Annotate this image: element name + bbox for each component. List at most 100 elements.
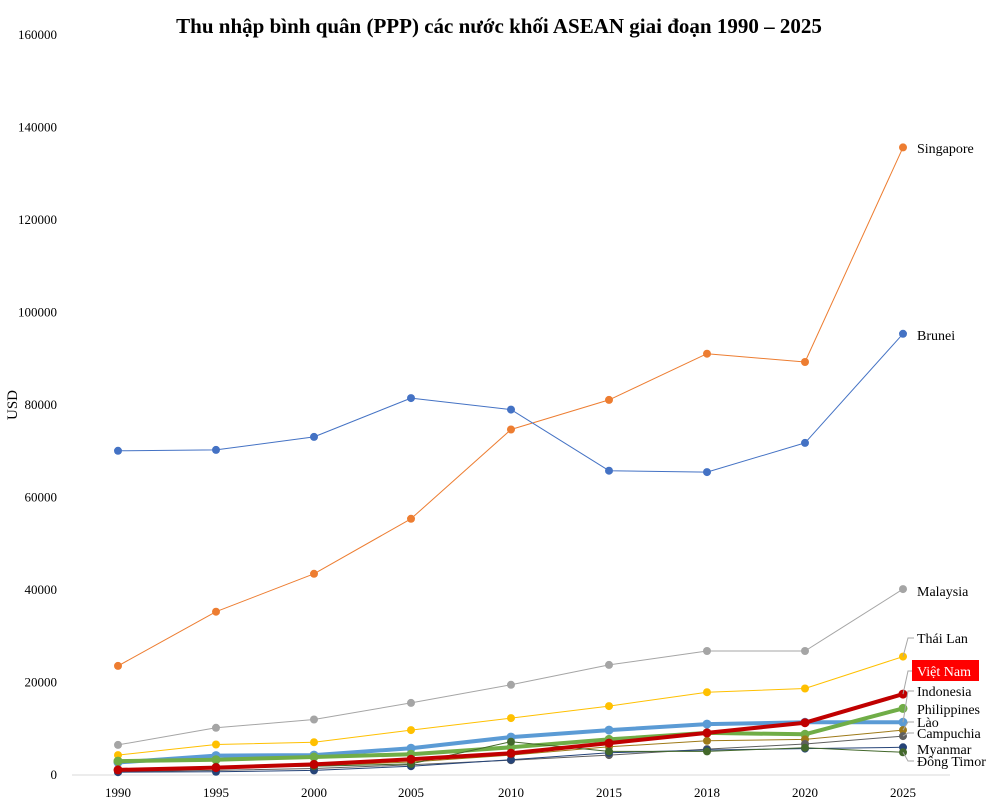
series-5-label: Philippines — [917, 703, 980, 718]
x-tick-label: 2025 — [890, 785, 916, 800]
y-axis-title: USD — [5, 390, 21, 420]
series-4-leader-line — [902, 690, 914, 723]
x-tick-label: 2010 — [498, 785, 524, 800]
series-8-point — [507, 755, 515, 764]
series-4-point — [604, 725, 614, 735]
series-0-point — [899, 143, 907, 152]
y-tick-label: 160000 — [18, 27, 57, 42]
y-tick-label: 40000 — [25, 582, 58, 597]
series-1-group — [114, 329, 907, 477]
series-4-label: Indonesia — [917, 685, 972, 700]
series-9-point — [703, 747, 711, 756]
series-2-point — [703, 647, 711, 655]
series-1-point — [212, 445, 220, 454]
y-tick-labels: 0 20000 40000 60000 80000 100000 120000 140000 1… — [18, 27, 57, 782]
series-0-point — [703, 349, 711, 358]
series-10-point — [604, 738, 614, 748]
series-1-point — [703, 468, 711, 477]
series-2-point — [899, 585, 907, 594]
series-5-point — [113, 756, 123, 766]
series-6-point — [703, 736, 711, 745]
x-tick-label: 1990 — [105, 785, 131, 800]
series-2-point — [114, 740, 122, 749]
x-tick-label: 2015 — [596, 785, 622, 800]
series-2-group — [114, 585, 907, 749]
y-tick-label: 0 — [51, 767, 58, 782]
series-10-point — [113, 765, 123, 775]
series-2-point — [212, 723, 220, 732]
series-3-point — [507, 714, 515, 723]
series-1-point — [310, 432, 318, 441]
series-1-point — [407, 394, 415, 403]
x-tick-label: 2005 — [398, 785, 424, 800]
series-9-point — [507, 737, 515, 746]
series-7-label: Campuchia — [917, 727, 982, 742]
series-1-point — [801, 438, 809, 447]
series-10-point — [406, 754, 416, 764]
series-8-label: Myanmar — [917, 743, 972, 758]
series-3-point — [703, 688, 711, 697]
series-9-label: Đông Timor — [917, 755, 986, 770]
series-10-label-background — [912, 660, 979, 681]
y-tick-label: 100000 — [18, 305, 57, 320]
y-tick-label: 80000 — [25, 397, 58, 412]
series-10-label: Việt Nam — [917, 665, 971, 680]
x-tick-labels: 1990 1995 2000 2005 2010 2015 2018 2020 2025 — [105, 785, 916, 800]
series-1-point — [605, 466, 613, 475]
series-9-point — [801, 743, 809, 752]
x-tick-label: 2018 — [694, 785, 720, 800]
y-tick-label: 60000 — [25, 490, 58, 505]
series-1-point — [899, 329, 907, 338]
series-2-point — [507, 680, 515, 689]
y-tick-label: 20000 — [25, 675, 58, 690]
series-1-label: Brunei — [917, 329, 955, 344]
series-0-point — [212, 607, 220, 616]
series-3-label: Thái Lan — [917, 632, 968, 647]
series-1-point — [507, 405, 515, 414]
series-6-leader-line — [902, 721, 914, 731]
series-7-leader-line — [902, 732, 914, 737]
series-2-point — [605, 660, 613, 669]
series-4-point — [702, 719, 712, 729]
series-9-leader-line — [902, 752, 914, 762]
series-0-label: Singapore — [917, 142, 974, 157]
series-labels: Singapore Brunei Malaysia Thái Lan Indonesia… — [902, 142, 986, 770]
series-0-point — [507, 425, 515, 434]
series-10-point — [800, 718, 810, 728]
series-10-point — [309, 759, 319, 769]
y-tick-label: 120000 — [18, 212, 57, 227]
series-10-point — [506, 748, 516, 758]
series-0-point — [605, 395, 613, 404]
series-10-point — [702, 728, 712, 738]
series-3-point — [310, 738, 318, 747]
chart-title: Thu nhập bình quân (PPP) các nước khối A… — [176, 14, 822, 38]
series-3-point — [801, 684, 809, 693]
series-3-leader-line — [902, 637, 914, 657]
series-3-group — [114, 652, 907, 760]
series-6-label: Lào — [917, 716, 939, 731]
series-3-point — [212, 740, 220, 749]
series-1-point — [114, 446, 122, 455]
y-tick-label: 140000 — [18, 120, 57, 135]
series-10-point — [211, 763, 221, 773]
series-10-group — [113, 689, 908, 775]
series-0-point — [801, 358, 809, 366]
series-5-point — [211, 755, 221, 765]
series-3-point — [605, 702, 613, 711]
series-2-point — [310, 715, 318, 724]
x-tick-label: 2000 — [301, 785, 327, 800]
x-tick-label: 2020 — [792, 785, 818, 800]
series-3-point — [407, 726, 415, 735]
series-0-point — [310, 569, 318, 578]
x-tick-label: 1995 — [203, 785, 229, 800]
series-0-point — [407, 514, 415, 523]
series-1-line — [117, 333, 904, 473]
series-0-group — [114, 143, 907, 670]
series-2-point — [407, 698, 415, 707]
series-lines — [113, 143, 908, 777]
series-5-point — [309, 752, 319, 762]
series-9-point — [605, 747, 613, 756]
series-0-point — [114, 661, 122, 670]
series-2-point — [801, 647, 809, 655]
